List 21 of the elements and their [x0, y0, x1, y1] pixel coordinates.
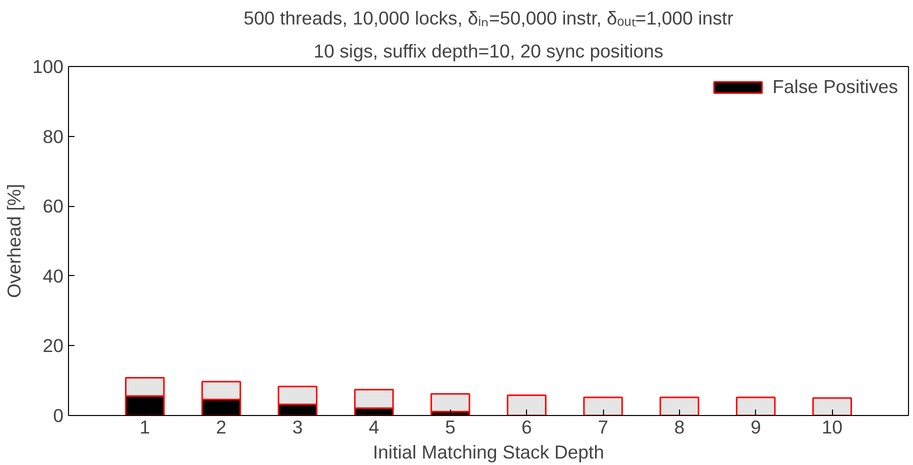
x-tick-label: 3	[292, 416, 303, 438]
y-tick-label: 60	[42, 196, 64, 217]
y-tick-label: 100	[32, 56, 64, 77]
chart-subtitle: 10 sigs, suffix depth=10, 20 sync positions	[314, 40, 664, 62]
chart-title: 500 threads, 10,000 locks, δᵢₙ=50,000 instr, δₒᵤₜ=1,000 instr	[244, 8, 734, 28]
x-axis-title: Initial Matching Stack Depth	[372, 442, 604, 462]
legend-label: False Positives	[772, 76, 898, 98]
y-tick-label: 40	[42, 265, 64, 286]
x-tick-label: 6	[521, 416, 532, 438]
y-axis-title: Overhead [%]	[3, 184, 24, 298]
x-tick-label: 8	[674, 416, 685, 438]
x-tick-label: 7	[598, 416, 608, 438]
x-tick-label: 4	[368, 416, 380, 438]
y-tick-label: 20	[42, 335, 64, 356]
y-tick-label: 0	[53, 405, 64, 426]
x-tick-label: 9	[750, 416, 761, 438]
x-tick-label: 1	[140, 416, 150, 438]
x-tick-label: 5	[445, 416, 456, 438]
y-tick-label: 80	[42, 126, 64, 147]
x-tick-label: 2	[216, 416, 226, 438]
x-tick-label: 10	[822, 416, 843, 438]
